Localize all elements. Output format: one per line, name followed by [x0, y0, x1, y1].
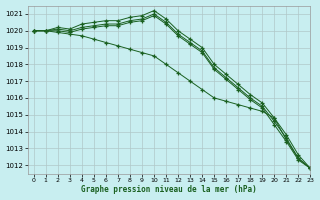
X-axis label: Graphe pression niveau de la mer (hPa): Graphe pression niveau de la mer (hPa): [81, 185, 257, 194]
